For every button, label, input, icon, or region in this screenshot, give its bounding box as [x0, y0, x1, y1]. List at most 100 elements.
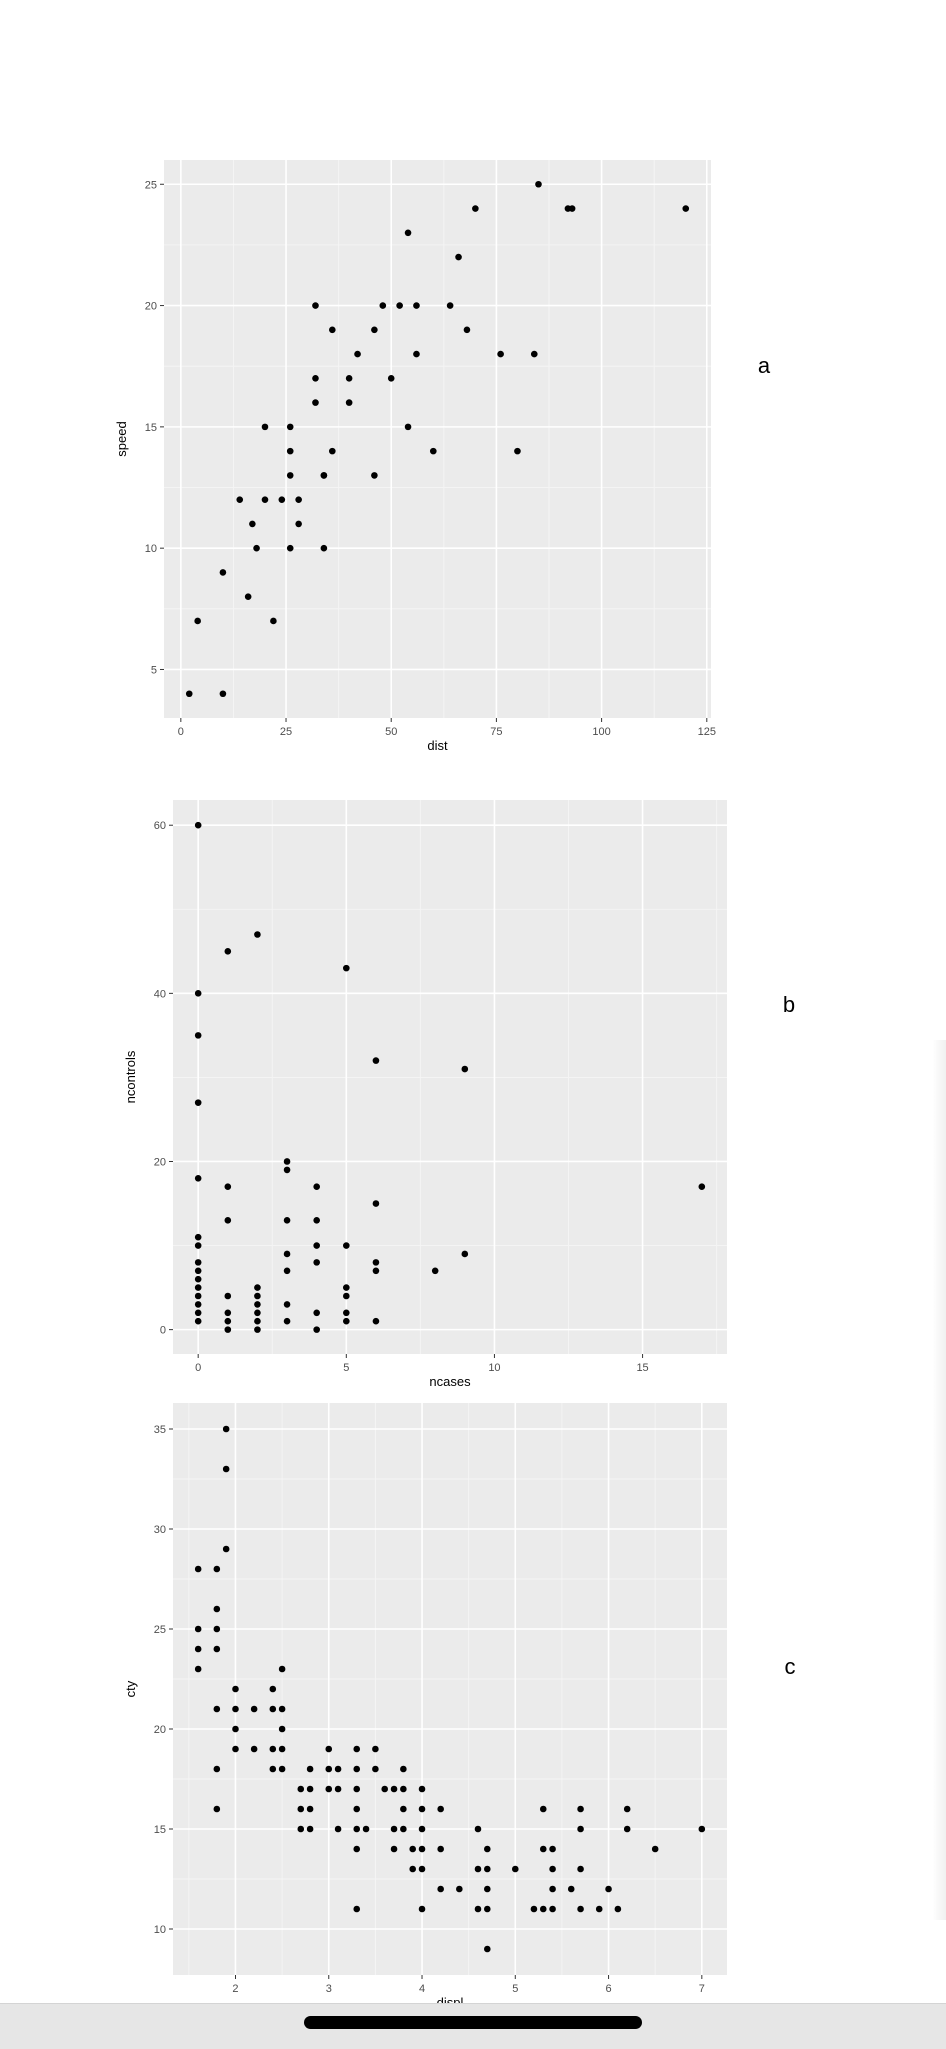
x-tick-label: 5 [512, 1983, 518, 1995]
scatter-plot-a: 0 25 50 75 100 125 5 10 15 20 25 dist speed a [114, 160, 771, 753]
y-tick-label: 30 [154, 1524, 166, 1536]
data-point [224, 1317, 232, 1325]
x-tick-label: 25 [280, 726, 292, 738]
data-point [194, 1309, 202, 1317]
data-point [353, 1765, 361, 1773]
data-point [224, 948, 232, 955]
y-tick-label: 10 [154, 1924, 166, 1936]
data-point [194, 617, 201, 625]
data-point [313, 1259, 320, 1266]
data-point [269, 1765, 277, 1773]
y-tick-label: 60 [154, 820, 166, 832]
data-point [261, 496, 269, 503]
data-point [456, 1885, 463, 1893]
data-point [353, 1845, 361, 1853]
data-point [614, 1905, 622, 1913]
data-point [343, 1292, 350, 1300]
data-point [286, 423, 294, 431]
data-point [194, 821, 202, 829]
data-point [194, 1292, 202, 1300]
data-point [222, 1545, 230, 1553]
data-point [535, 180, 542, 188]
data-point [484, 1865, 491, 1873]
data-point [213, 1705, 221, 1713]
data-point [484, 1845, 491, 1853]
data-point [213, 1765, 221, 1773]
data-point [345, 375, 353, 382]
data-point [431, 1267, 439, 1275]
data-point [306, 1765, 314, 1773]
y-axis-title: ncontrols [123, 1050, 138, 1103]
data-point [474, 1825, 482, 1833]
data-point [224, 1183, 232, 1191]
data-point [387, 375, 395, 382]
plot-panel [164, 160, 711, 718]
data-point [623, 1825, 631, 1833]
data-point [400, 1785, 407, 1793]
data-point [269, 1745, 277, 1753]
data-point [472, 205, 479, 212]
data-point [343, 1309, 350, 1317]
data-point [549, 1865, 556, 1873]
data-point [219, 690, 227, 698]
data-point [194, 1233, 202, 1241]
data-point [283, 1217, 291, 1224]
data-point [213, 1645, 221, 1653]
data-point [698, 1183, 706, 1191]
data-point [320, 472, 328, 479]
data-point [224, 1292, 232, 1300]
data-point [371, 472, 378, 479]
data-point [232, 1705, 239, 1713]
data-point [568, 205, 576, 212]
data-point [194, 1275, 202, 1283]
data-point [484, 1885, 491, 1893]
y-axis-title: cty [123, 1680, 138, 1697]
data-point [372, 1200, 380, 1207]
data-point [418, 1805, 426, 1813]
data-point [213, 1625, 221, 1633]
data-point [329, 447, 336, 455]
data-point [213, 1805, 221, 1813]
data-point [194, 990, 202, 997]
data-point [577, 1865, 584, 1873]
data-point [325, 1745, 333, 1753]
data-point [682, 205, 690, 212]
data-point [418, 1785, 426, 1793]
data-point [334, 1765, 342, 1773]
data-point [269, 1705, 277, 1713]
x-tick-label: 100 [592, 726, 610, 738]
data-point [381, 1785, 389, 1793]
data-point [286, 472, 294, 479]
data-point [297, 1825, 305, 1833]
data-point [372, 1745, 379, 1753]
data-point [372, 1057, 380, 1064]
data-point [379, 302, 387, 309]
data-point [354, 350, 361, 358]
data-point [577, 1825, 584, 1833]
data-point [418, 1845, 426, 1853]
data-point [595, 1905, 603, 1913]
data-point [409, 1865, 416, 1873]
data-point [244, 593, 252, 600]
data-point [313, 1217, 320, 1224]
panel-label: c [785, 1654, 796, 1679]
data-point [418, 1825, 426, 1833]
data-point [530, 350, 538, 358]
data-point [254, 1301, 261, 1308]
data-point [404, 423, 412, 431]
data-point [194, 1665, 202, 1673]
data-point [222, 1465, 230, 1473]
data-point [254, 1292, 261, 1300]
x-tick-label: 0 [195, 1362, 201, 1374]
data-point [283, 1267, 291, 1275]
home-indicator[interactable] [304, 2016, 642, 2029]
data-point [484, 1945, 491, 1953]
data-point [313, 1309, 320, 1317]
data-point [400, 1805, 407, 1813]
data-point [254, 1309, 261, 1317]
data-point [236, 496, 244, 503]
data-point [194, 1259, 202, 1266]
x-axis-title: ncases [429, 1374, 471, 1389]
data-point [312, 399, 319, 406]
x-tick-label: 7 [699, 1983, 705, 1995]
